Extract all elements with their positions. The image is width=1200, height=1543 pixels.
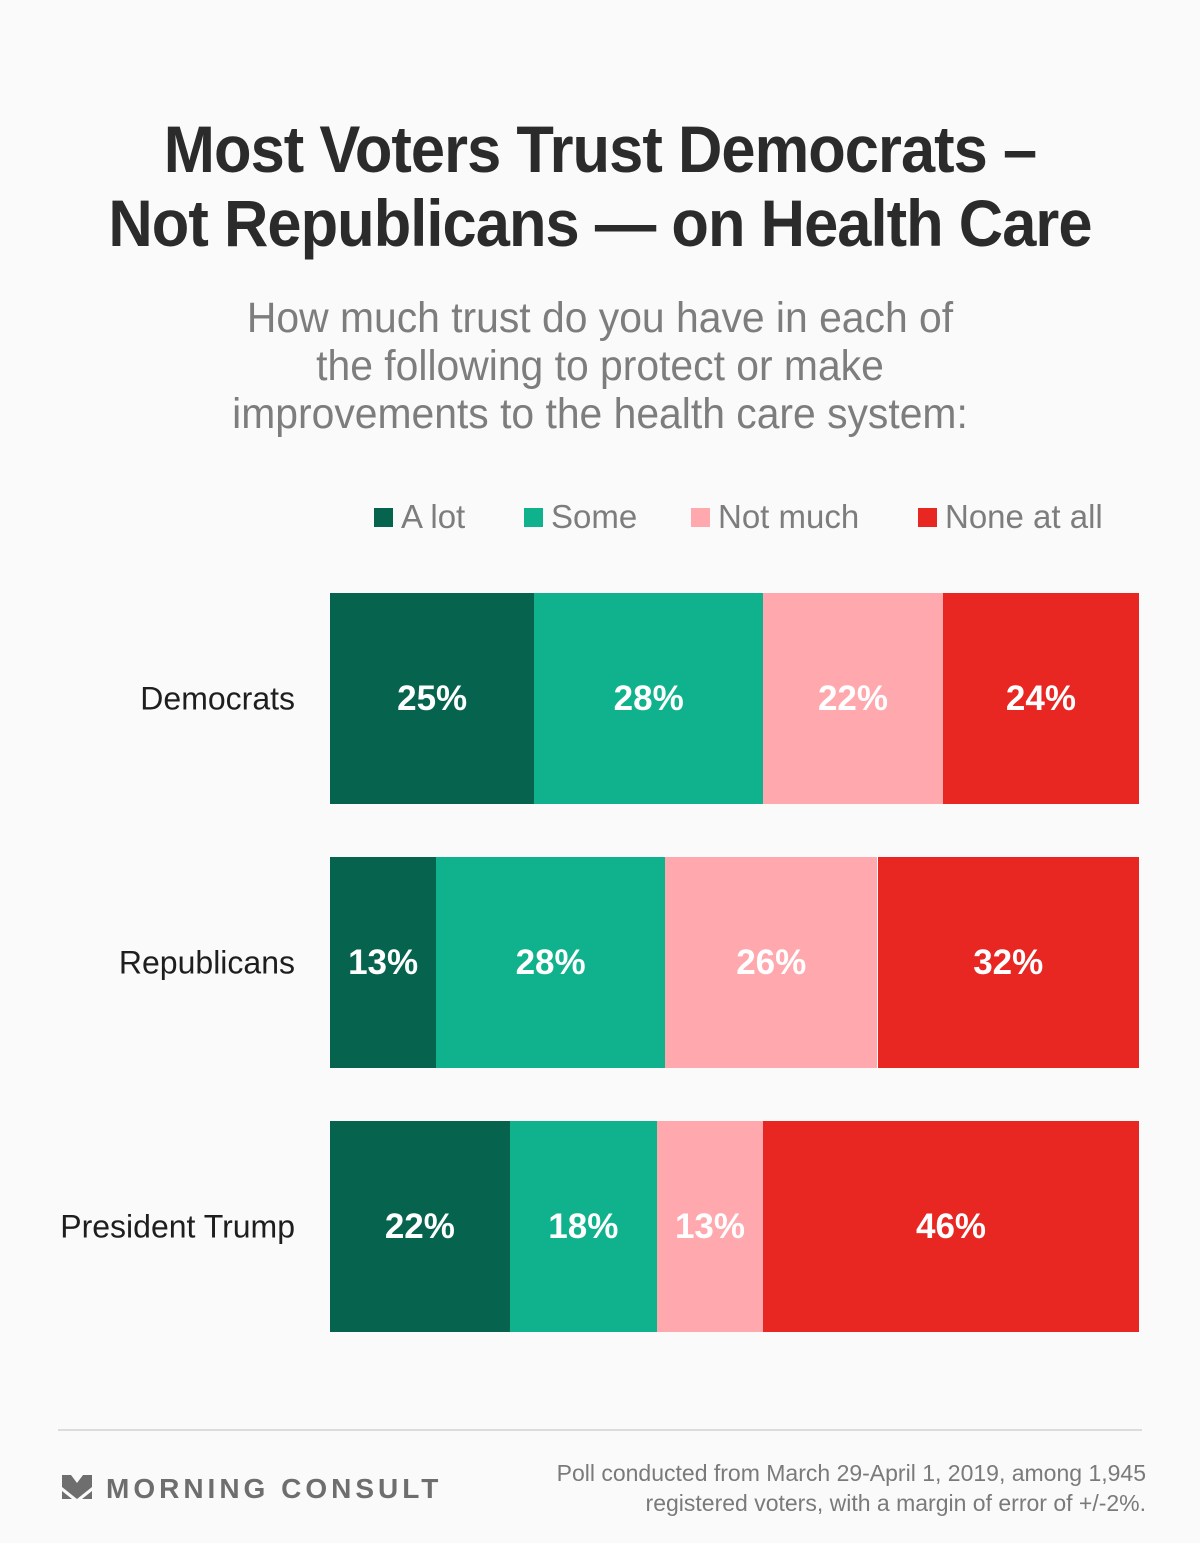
legend-label: Not much [718, 498, 860, 535]
bar-segment-none-at-all: 24% [942, 593, 1139, 804]
data-label: 28% [515, 942, 586, 982]
source-line-2: registered voters, with a margin of erro… [645, 1490, 1146, 1516]
subtitle-line-2: the following to protect or make [316, 342, 884, 390]
chart-title: Most Voters Trust Democrats – Not Republ… [0, 112, 1200, 260]
logo-text: MORNING CONSULT [106, 1473, 443, 1504]
data-label: 46% [916, 1206, 987, 1246]
data-label: 26% [736, 942, 807, 982]
title-line-1: Most Voters Trust Democrats – [163, 112, 1037, 186]
bar-segment-not-much: 13% [656, 1121, 764, 1332]
data-label: 22% [384, 1206, 455, 1246]
legend-swatch-none-at-all [918, 507, 937, 527]
morning-consult-logo: MORNING CONSULT [62, 1473, 442, 1505]
category-label: President Trump [60, 1208, 295, 1244]
data-label: 32% [973, 942, 1044, 982]
subtitle-line-1: How much trust do you have in each of [246, 294, 954, 342]
legend-swatch-some [524, 507, 543, 527]
bar-segment-a-lot: 22% [330, 1121, 510, 1332]
bar-segment-a-lot: 25% [330, 593, 535, 804]
legend-item-not-much: Not much [691, 497, 859, 537]
category-label: Republicans [118, 944, 295, 980]
data-label: 18% [548, 1206, 619, 1246]
legend-label: None at all [945, 498, 1103, 535]
legend-item-a-lot: A lot [374, 497, 465, 537]
bar-segment-a-lot: 13% [330, 857, 437, 1068]
category-label: Democrats [140, 680, 295, 716]
bar-segment-some: 28% [436, 857, 666, 1068]
data-label: 25% [397, 678, 468, 718]
title-line-2: Not Republicans — on Health Care [108, 186, 1092, 260]
bar-segment-some: 18% [509, 1121, 657, 1332]
chart-subtitle: How much trust do you have in each of th… [0, 294, 1200, 438]
data-label: 22% [817, 678, 888, 718]
legend-label: Some [551, 498, 638, 535]
data-label: 13% [674, 1206, 745, 1246]
bar-segment-not-much: 26% [665, 857, 878, 1068]
morning-consult-chevron-icon [62, 1475, 92, 1499]
footer-divider [58, 1429, 1142, 1431]
bar-segment-none-at-all: 32% [877, 857, 1139, 1068]
data-label: 13% [348, 942, 419, 982]
legend-item-none-at-all: None at all [918, 497, 1103, 537]
subtitle-line-3: improvements to the health care system: [232, 390, 968, 438]
data-label: 28% [613, 678, 684, 718]
data-label: 24% [1005, 678, 1076, 718]
bar-segment-none-at-all: 46% [763, 1121, 1139, 1332]
bar-segment-some: 28% [534, 593, 764, 804]
legend-label: A lot [401, 498, 466, 535]
legend-swatch-a-lot [374, 507, 393, 527]
legend-item-some: Some [524, 497, 637, 537]
legend-swatch-not-much [691, 507, 710, 527]
bar-segment-not-much: 22% [763, 593, 943, 804]
source-note: Poll conducted from March 29-April 1, 20… [557, 1458, 1146, 1518]
source-line-1: Poll conducted from March 29-April 1, 20… [556, 1460, 1146, 1486]
